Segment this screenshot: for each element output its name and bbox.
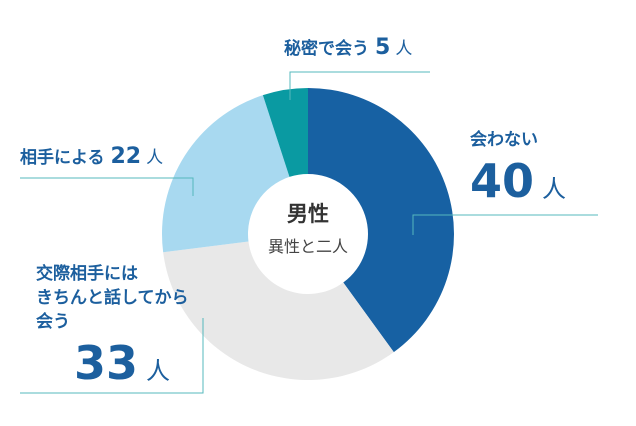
leader-line	[412, 214, 598, 235]
category-label: 交際相手には きちんと話してから 会う	[36, 264, 189, 332]
value-label: 33	[74, 336, 139, 390]
leader-line	[20, 177, 194, 196]
leader-line	[20, 318, 204, 394]
slice	[308, 88, 454, 353]
unit-label: 人	[542, 175, 567, 203]
slice	[163, 241, 394, 380]
value-row: 40 人	[470, 156, 566, 217]
data-label: 相手による 22 人	[20, 145, 163, 170]
center-subtitle: 異性と二人	[267, 237, 348, 256]
center-title: 男性	[287, 202, 329, 226]
data-label: 会わない 40 人	[470, 128, 566, 217]
data-label: 秘密で会う 5 人	[284, 36, 412, 61]
leader-line	[289, 71, 430, 100]
value-label: 40	[470, 154, 535, 208]
data-label: 交際相手には きちんと話してから 会う 33 人	[36, 262, 189, 399]
category-label: 会わない	[470, 130, 538, 150]
unit-label: 人	[146, 148, 164, 168]
slice	[162, 95, 290, 253]
value-label: 5	[375, 35, 391, 60]
slice	[262, 88, 308, 177]
value-label: 22	[110, 144, 142, 169]
category-label: 秘密で会う	[284, 39, 369, 59]
unit-label: 人	[395, 39, 413, 59]
unit-label: 人	[146, 357, 171, 385]
category-label: 相手による	[20, 148, 105, 168]
value-row: 33 人	[74, 338, 189, 399]
